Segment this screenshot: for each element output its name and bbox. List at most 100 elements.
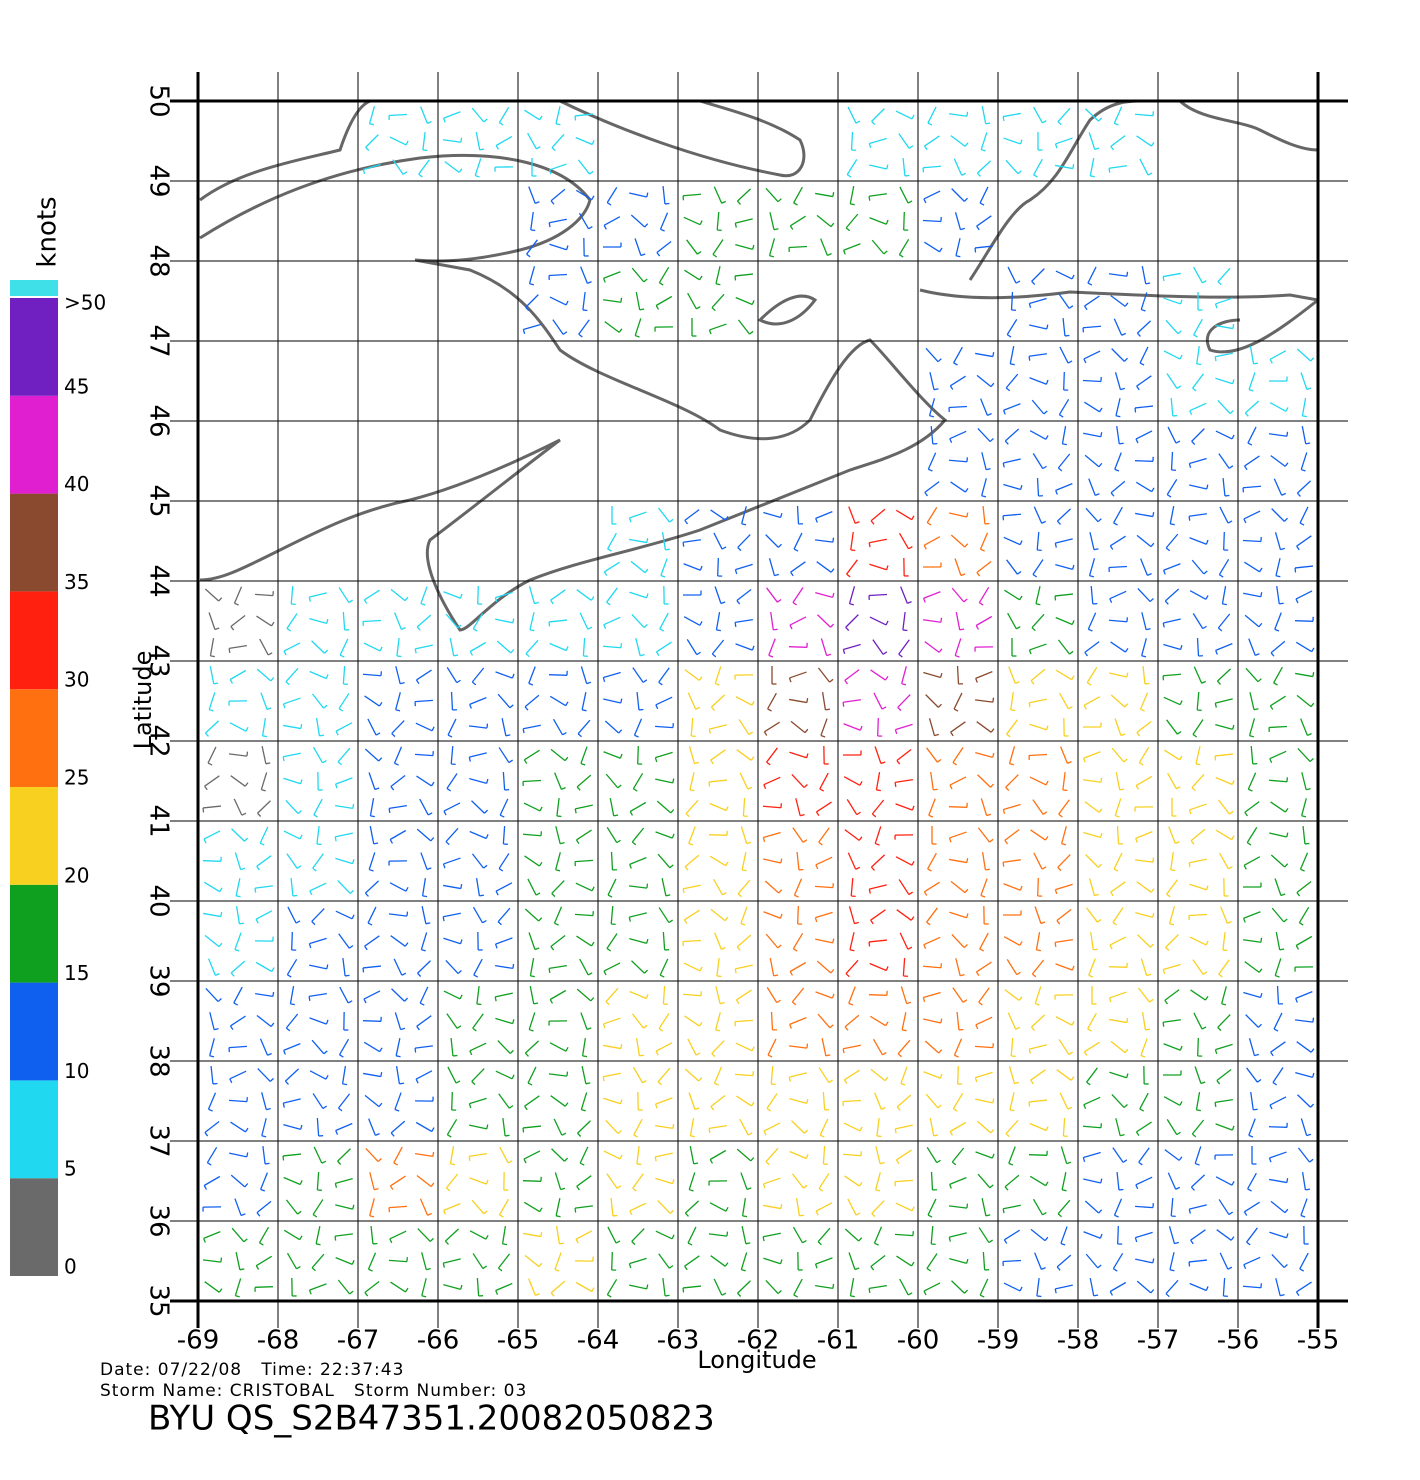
x-axis-label: Longitude (697, 1346, 816, 1374)
wind-barb-tail (933, 388, 939, 391)
wind-barb (499, 798, 509, 816)
wind-barb (659, 958, 669, 976)
wind-barb-tail (1114, 1214, 1119, 1218)
wind-barb-tail (907, 601, 912, 604)
wind-barb-tail (788, 1077, 791, 1082)
wind-barb (735, 964, 753, 970)
wind-barb-tail (549, 999, 554, 1004)
wind-barb (1269, 1231, 1287, 1239)
wind-barb (1003, 458, 1021, 464)
wind-barb (1054, 593, 1074, 597)
wind-barb-tail (1285, 1233, 1289, 1238)
wind-barb (869, 884, 887, 890)
wind-barb-tail (564, 756, 569, 762)
wind-barb-tail (1305, 1188, 1310, 1191)
wind-barb (709, 1149, 727, 1161)
wind-barb (953, 158, 963, 176)
wind-barb-tail (620, 698, 623, 704)
wind-barb (741, 1198, 747, 1216)
wind-barb-tail (960, 573, 966, 577)
wind-barb (1005, 159, 1019, 175)
wind-barb-tail (1269, 1104, 1273, 1110)
wind-barb-tail (1190, 840, 1195, 845)
wind-barb-tail (978, 1001, 983, 1006)
wind-barb-tail (402, 171, 408, 175)
wind-barb-tail (1126, 271, 1129, 277)
wind-barb-tail (966, 1203, 969, 1209)
wind-barb-tail (495, 890, 499, 896)
wind-barb (204, 588, 220, 602)
wind-barb (419, 798, 429, 816)
wind-barb (414, 1045, 434, 1049)
wind-barb (976, 215, 992, 227)
wind-barb-tail (1249, 735, 1255, 738)
wind-barb-tail (1019, 595, 1023, 601)
wind-barb-tail (868, 542, 871, 548)
wind-barb (551, 133, 565, 149)
wind-barb (581, 1066, 587, 1084)
wind-barb-tail (777, 198, 782, 203)
wind-barb (1170, 851, 1174, 871)
wind-barb-tail (395, 1055, 401, 1058)
wind-barb-tail (773, 628, 778, 631)
wind-barb (255, 1255, 273, 1267)
wind-barb-tail (1162, 1022, 1165, 1027)
wind-barb (1194, 1146, 1202, 1164)
wind-barb-tail (922, 597, 926, 603)
wind-barb (1216, 668, 1232, 682)
wind-barb (1056, 908, 1072, 922)
wind-barb-tail (539, 806, 543, 812)
wind-barb (948, 806, 968, 808)
wind-barb (364, 880, 380, 894)
wind-barb (1162, 1019, 1182, 1023)
wind-barb (1135, 1176, 1153, 1186)
wind-barb (688, 746, 696, 764)
wind-barb (658, 667, 670, 683)
wind-barb (575, 1281, 593, 1293)
wind-barb-tail (548, 968, 551, 973)
wind-barb-tail (748, 731, 754, 736)
wind-barb-tail (401, 627, 406, 630)
wind-barb (741, 1226, 747, 1244)
wind-barb (1301, 426, 1307, 444)
wind-barb-tail (239, 1268, 245, 1271)
wind-barb (1250, 745, 1254, 765)
wind-barb (629, 938, 647, 944)
wind-barb-tail (1146, 628, 1151, 631)
wind-barb (396, 637, 400, 657)
wind-barb-tail (1227, 1266, 1233, 1270)
wind-barb (603, 1097, 621, 1105)
wind-barb (1003, 803, 1021, 811)
wind-barb (978, 1227, 990, 1243)
x-tick-label: -59 (977, 1326, 1019, 1356)
wind-barb-tail (574, 1208, 577, 1213)
wind-barb (842, 1153, 862, 1157)
wind-barb (766, 587, 778, 603)
wind-barb-tail (234, 602, 239, 606)
wind-barb (203, 881, 221, 893)
wind-barb (415, 722, 433, 732)
wind-barb (738, 719, 750, 735)
wind-barb (1218, 852, 1230, 870)
wind-barb-tail (1139, 362, 1145, 366)
wind-barb-tail (1071, 1020, 1075, 1026)
wind-barb (763, 776, 781, 786)
wind-barb-tail (339, 1054, 344, 1058)
wind-barb-tail (267, 1052, 272, 1056)
wind-barb (1002, 1259, 1022, 1263)
wind-barb-tail (499, 122, 504, 126)
wind-barb (1139, 1092, 1149, 1110)
wind-barb (579, 612, 589, 630)
wind-barb-tail (885, 219, 889, 225)
wind-barb (414, 753, 434, 757)
wind-barb-tail (1120, 1134, 1125, 1137)
wind-barb-tail (699, 275, 703, 281)
wind-barb (1215, 1176, 1233, 1186)
wind-barb-tail (1069, 650, 1074, 655)
wind-barb-tail (1056, 920, 1061, 925)
wind-barb-tail (456, 679, 461, 684)
wind-barb-tail (633, 1134, 639, 1138)
wind-barb (1163, 643, 1181, 651)
wind-barb (924, 641, 940, 653)
wind-barb-tail (1097, 518, 1102, 523)
